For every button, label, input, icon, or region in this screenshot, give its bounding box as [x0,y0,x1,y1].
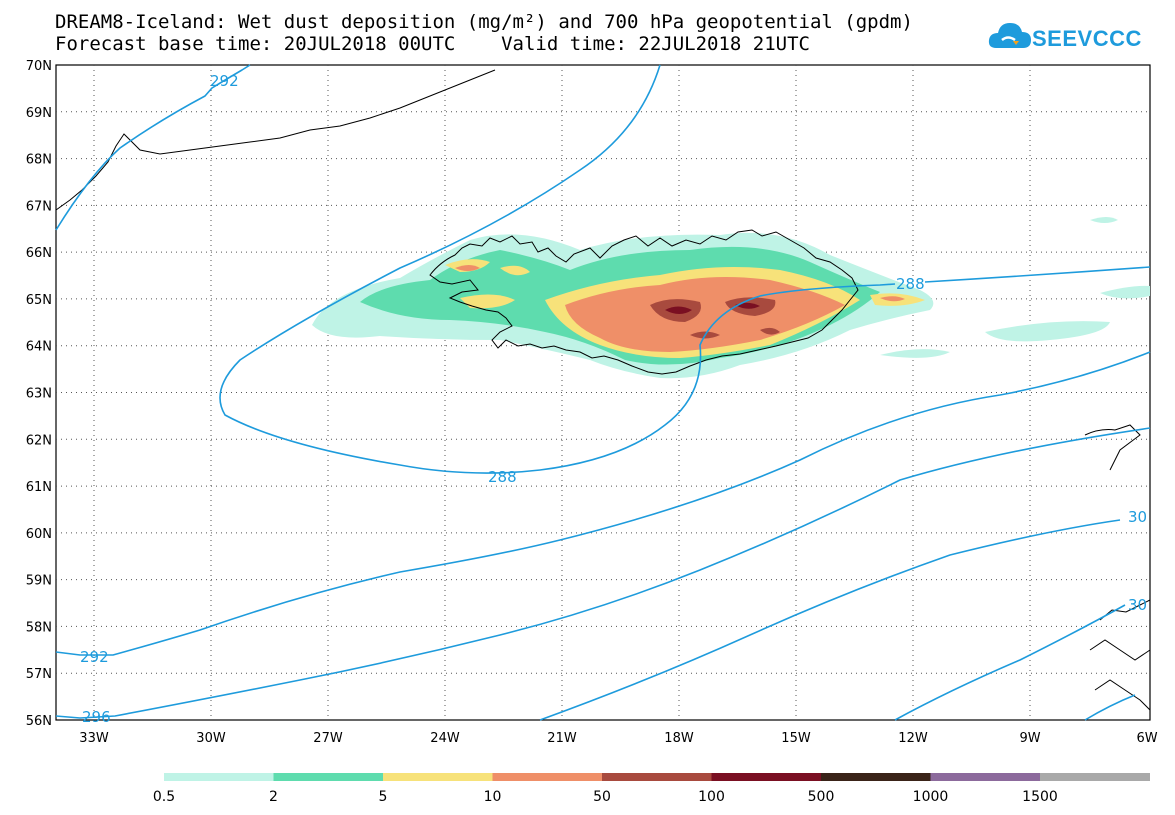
longitude-label: 24W [430,731,460,746]
forecast-times: Forecast base time: 20JUL2018 00UTC Vali… [55,33,810,55]
longitude-label: 12W [898,731,928,746]
colorbar-swatch [273,773,384,781]
colorbar-label: 10 [484,789,502,805]
geopotential-contours [55,64,1151,721]
latitude-label: 68N [26,153,52,168]
contour-label: 288 [488,468,517,486]
iceland-coast [429,229,859,375]
map-title: DREAM8-Iceland: Wet dust deposition (mg/… [55,11,913,33]
contour-292-north [55,64,251,231]
latitude-label: 67N [26,199,52,214]
colorbar-swatch [711,773,822,781]
colorbar-swatch [821,773,931,781]
contour-label: 296 [82,708,111,726]
colorbar-label: 0.5 [153,789,175,805]
colorbar-label: 100 [698,789,725,805]
logo-text: SEEVCCC [1032,26,1142,51]
latitude-label: 70N [26,59,52,74]
colorbar-swatch [492,773,603,781]
colorbar-swatch [164,773,274,781]
contour-296 [55,427,1151,719]
longitude-label: 30W [196,731,226,746]
graticule [56,65,1150,720]
latitude-label: 57N [26,667,52,682]
greenland-coast [55,69,496,211]
colorbar-label: 50 [593,789,611,805]
longitude-label: 18W [664,731,694,746]
contour-label: 30 [1128,596,1147,614]
latitude-label: 58N [26,620,52,635]
contour-308 [1084,694,1136,721]
cloud-icon [988,23,1031,48]
contour-292-south [55,351,1151,656]
longitude-label: 6W [1136,731,1157,746]
colorbar-label: 1000 [913,789,949,805]
contour-label: 288 [896,275,925,293]
longitude-label: 21W [547,731,577,746]
colorbar-label: 5 [379,789,388,805]
contour-labels: 292 288 288 292 296 30 30 [80,72,1147,726]
latitude-label: 64N [26,340,52,355]
latitude-label: 59N [26,574,52,589]
contour-304 [894,604,1126,721]
colorbar-label: 500 [808,789,835,805]
contour-label: 292 [80,648,109,666]
latitude-label: 62N [26,433,52,448]
colorbar-label: 1500 [1022,789,1058,805]
faroe-norway-coast [1084,424,1151,711]
longitude-label: 9W [1019,731,1040,746]
colorbar-swatch [930,773,1041,781]
contour-300 [539,519,1121,721]
colorbar-swatch [1040,773,1150,781]
latitude-label: 63N [26,387,52,402]
contour-label: 292 [210,72,239,90]
contour-label: 30 [1128,508,1147,526]
colorbar-swatch [383,773,493,781]
longitude-label: 33W [79,731,109,746]
latitude-label: 66N [26,246,52,261]
latitude-label: 69N [26,106,52,121]
colorbar-label: 2 [269,789,278,805]
coastlines [55,69,1151,711]
latitude-label: 65N [26,293,52,308]
map-frame [55,64,1151,721]
latitude-labels: 70N 69N 68N 67N 66N 65N 64N 63N 62N 61N 60N 59N 58N 5… [26,59,52,729]
longitude-label: 27W [313,731,343,746]
latitude-label: 56N [26,714,52,729]
latitude-label: 60N [26,527,52,542]
latitude-label: 61N [26,480,52,495]
seevccc-logo: SEEVCCC [988,18,1141,58]
colorbar-swatch [602,773,712,781]
contour-288-closed [219,64,1151,474]
dust-deposition-field [312,217,1150,379]
longitude-label: 15W [781,731,811,746]
longitude-labels: 33W 30W 27W 24W 21W 18W 15W 12W 9W 6W [79,731,1157,746]
colorbar: 0.5 2 5 10 50 100 500 1000 1500 [153,773,1150,805]
